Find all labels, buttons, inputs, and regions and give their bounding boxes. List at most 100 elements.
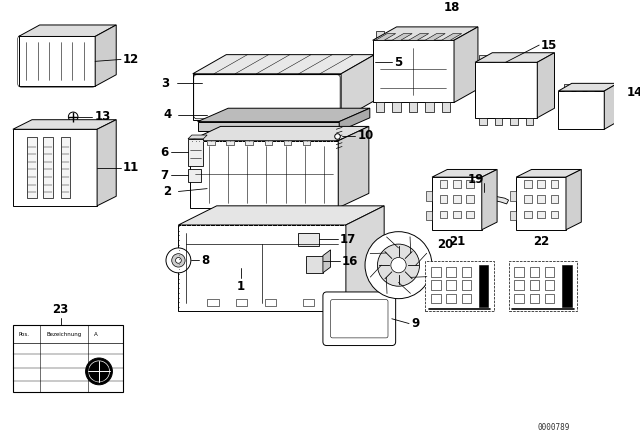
Polygon shape xyxy=(475,62,537,118)
Bar xyxy=(303,139,310,145)
Bar xyxy=(453,195,461,203)
Polygon shape xyxy=(188,168,202,182)
Bar xyxy=(426,211,432,220)
Bar xyxy=(515,267,524,277)
Bar xyxy=(440,195,447,203)
Polygon shape xyxy=(558,83,618,91)
Circle shape xyxy=(86,358,113,385)
Polygon shape xyxy=(432,169,497,177)
Polygon shape xyxy=(13,129,97,206)
Bar xyxy=(562,265,572,307)
Text: 9: 9 xyxy=(411,317,419,330)
Polygon shape xyxy=(19,25,116,36)
Polygon shape xyxy=(198,121,339,131)
Bar xyxy=(245,139,253,145)
Circle shape xyxy=(175,258,181,263)
FancyBboxPatch shape xyxy=(323,292,396,345)
Circle shape xyxy=(391,258,406,273)
Bar xyxy=(408,103,417,112)
Bar xyxy=(526,55,534,62)
Polygon shape xyxy=(341,55,374,120)
Bar xyxy=(510,118,518,125)
Bar xyxy=(236,299,247,306)
Bar xyxy=(461,294,471,303)
Bar xyxy=(545,280,554,290)
Bar xyxy=(44,137,53,198)
Bar xyxy=(426,261,494,311)
Bar xyxy=(264,299,276,306)
Polygon shape xyxy=(537,53,554,118)
Polygon shape xyxy=(459,193,509,204)
Text: 12: 12 xyxy=(123,53,139,66)
Polygon shape xyxy=(95,25,116,86)
Text: 23: 23 xyxy=(52,303,69,316)
Polygon shape xyxy=(298,233,319,246)
Polygon shape xyxy=(306,256,323,273)
Bar xyxy=(545,267,554,277)
Polygon shape xyxy=(442,34,461,40)
Bar xyxy=(61,137,70,198)
Text: 1: 1 xyxy=(237,280,244,293)
Polygon shape xyxy=(516,169,581,177)
Polygon shape xyxy=(475,53,554,62)
Text: 17: 17 xyxy=(340,233,356,246)
Bar xyxy=(392,31,401,40)
Text: 3: 3 xyxy=(161,77,169,90)
Polygon shape xyxy=(193,55,374,74)
Bar xyxy=(376,103,384,112)
Polygon shape xyxy=(454,27,478,103)
Bar xyxy=(524,211,532,218)
Bar xyxy=(284,139,291,145)
Bar xyxy=(530,294,539,303)
Bar xyxy=(524,180,532,188)
Bar xyxy=(545,294,554,303)
Bar xyxy=(446,280,456,290)
Bar xyxy=(511,211,516,220)
Bar xyxy=(426,191,432,201)
Bar xyxy=(431,294,440,303)
Polygon shape xyxy=(566,169,581,230)
Text: Pos.: Pos. xyxy=(19,332,29,336)
Polygon shape xyxy=(372,40,454,103)
Bar xyxy=(392,103,401,112)
Circle shape xyxy=(365,232,432,299)
Polygon shape xyxy=(193,74,341,120)
Bar xyxy=(495,55,502,62)
Bar xyxy=(511,191,516,201)
Bar xyxy=(207,139,215,145)
Bar xyxy=(440,211,447,218)
Bar xyxy=(479,55,486,62)
Bar xyxy=(526,118,534,125)
Circle shape xyxy=(378,244,420,286)
Bar xyxy=(431,267,440,277)
Bar xyxy=(425,31,434,40)
Text: 10: 10 xyxy=(357,129,374,142)
Polygon shape xyxy=(13,120,116,129)
Text: 0000789: 0000789 xyxy=(537,423,570,432)
Text: 15: 15 xyxy=(541,39,557,52)
Text: A: A xyxy=(94,332,98,336)
Bar xyxy=(479,118,486,125)
Bar xyxy=(479,265,488,307)
Bar xyxy=(442,103,450,112)
Bar xyxy=(442,31,450,40)
Bar xyxy=(467,180,474,188)
Bar xyxy=(207,299,219,306)
Bar xyxy=(566,211,572,220)
Bar xyxy=(28,137,36,198)
Polygon shape xyxy=(346,206,384,311)
Bar xyxy=(467,195,474,203)
Bar xyxy=(530,280,539,290)
Bar xyxy=(446,267,456,277)
Bar xyxy=(537,195,545,203)
Polygon shape xyxy=(19,36,95,86)
Bar xyxy=(408,31,417,40)
Polygon shape xyxy=(323,250,331,273)
Polygon shape xyxy=(188,139,204,166)
Text: 19: 19 xyxy=(468,172,484,185)
Polygon shape xyxy=(188,135,207,139)
Text: 8: 8 xyxy=(202,254,210,267)
Polygon shape xyxy=(190,141,338,208)
Text: 16: 16 xyxy=(342,255,358,268)
Bar xyxy=(550,195,558,203)
